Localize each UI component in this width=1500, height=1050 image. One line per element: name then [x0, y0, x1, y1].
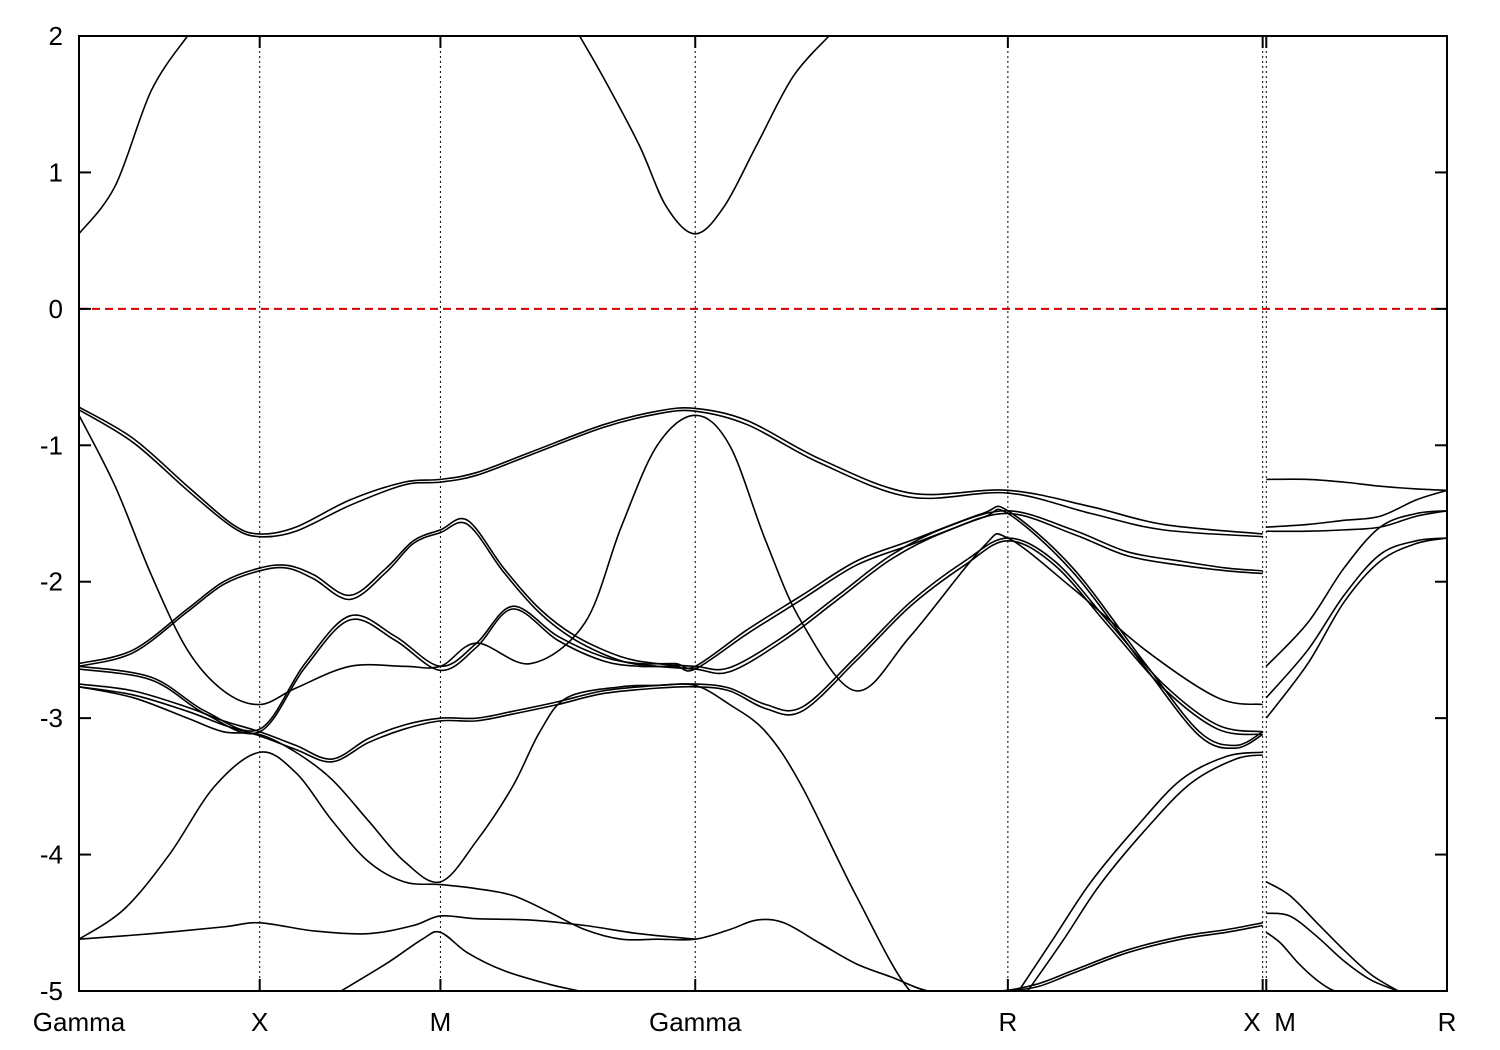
band-line	[79, 36, 189, 235]
band-line	[1265, 881, 1399, 991]
x-tick-label: R	[998, 1007, 1017, 1037]
band-line	[1265, 537, 1447, 699]
y-tick-label: -5	[40, 976, 63, 1006]
band-line	[1018, 751, 1263, 991]
band-lines	[79, 36, 1447, 991]
band-line	[79, 406, 1263, 535]
y-tick-label: -4	[40, 840, 63, 870]
x-tick-label: Gamma	[33, 1007, 126, 1037]
x-tick-label: X	[1243, 1007, 1260, 1037]
band-line	[1266, 912, 1399, 991]
band-line	[1265, 509, 1447, 667]
band-line	[79, 409, 1263, 538]
band-line	[1027, 754, 1263, 991]
band-line	[79, 414, 1263, 706]
band-line	[578, 36, 830, 235]
y-tick-label: 1	[49, 157, 63, 187]
k-point-gridlines	[259, 36, 1267, 991]
band-line	[1265, 931, 1354, 991]
band-line	[340, 930, 580, 991]
band-line	[1266, 489, 1447, 528]
y-tick-label: 2	[49, 21, 63, 51]
x-tick-label: R	[1438, 1007, 1457, 1037]
band-line	[79, 505, 1264, 747]
band-line	[79, 508, 1264, 750]
band-line	[79, 914, 696, 940]
y-tick-label: 0	[49, 294, 63, 324]
band-line	[1266, 478, 1447, 492]
y-tick-label: -1	[40, 430, 63, 460]
plot-frame	[78, 35, 1448, 992]
band-line	[79, 509, 1263, 671]
band-line	[79, 751, 969, 991]
band-line	[79, 512, 1263, 675]
band-line	[1266, 509, 1447, 533]
y-tick-label: -3	[40, 703, 63, 733]
band-line	[79, 683, 1008, 991]
x-tick-label: M	[430, 1007, 452, 1037]
x-tick-label: M	[1274, 1007, 1296, 1037]
y-tick-label: -2	[40, 567, 63, 597]
x-tick-label: Gamma	[649, 1007, 742, 1037]
band-line	[1265, 537, 1447, 719]
x-tick-label: X	[251, 1007, 268, 1037]
